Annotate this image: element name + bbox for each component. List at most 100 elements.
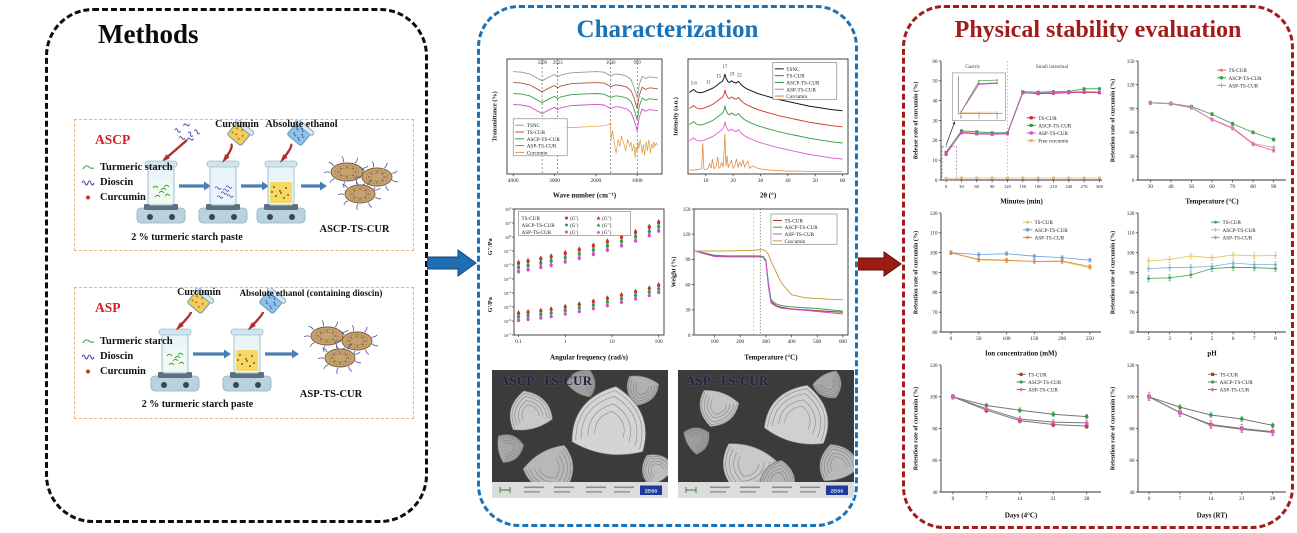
svg-text:102: 102 — [505, 206, 512, 212]
svg-text:Intensity (a.u.): Intensity (a.u.) — [673, 97, 680, 136]
svg-text:5: 5 — [1211, 336, 1214, 342]
ftir-chart: 3300 2923 1640 999 4000 3000 2000 1000 Wave numb… — [490, 52, 668, 205]
svg-text:ASCP-TS-CUR: ASCP-TS-CUR — [527, 137, 561, 143]
svg-text:TS-CUR: TS-CUR — [1220, 372, 1239, 378]
svg-text:Days (4°C): Days (4°C) — [1005, 512, 1038, 520]
svg-text:0: 0 — [952, 496, 955, 502]
svg-text:80: 80 — [1250, 184, 1256, 190]
sem-micrograph: ZEISS — [492, 369, 675, 503]
svg-text:TSNC: TSNC — [527, 123, 541, 129]
svg-text:40: 40 — [785, 178, 791, 184]
svg-text:10-4: 10-4 — [504, 290, 512, 296]
svg-text:90: 90 — [1129, 270, 1135, 276]
svg-text:30: 30 — [758, 178, 764, 184]
svg-text:14: 14 — [1017, 496, 1023, 502]
svg-text:21: 21 — [1239, 496, 1245, 502]
legend-item-turmeric-starch: Turmeric starch — [81, 162, 173, 173]
svg-text:22: 22 — [737, 73, 742, 78]
svg-text:100: 100 — [1127, 250, 1135, 256]
svg-text:Temperature (°C): Temperature (°C) — [744, 354, 798, 362]
svg-text:Retention rate of curcumin (%): Retention rate of curcumin (%) — [1110, 231, 1117, 314]
svg-text:0: 0 — [1132, 178, 1135, 184]
svg-text:40: 40 — [1168, 184, 1174, 190]
svg-text:Retention rate of curcumin (%): Retention rate of curcumin (%) — [913, 387, 920, 470]
svg-text:30: 30 — [1148, 184, 1154, 190]
svg-text:50: 50 — [1189, 184, 1195, 190]
svg-text:ASCP-TS-CUR: ASCP-TS-CUR — [785, 225, 819, 231]
svg-text:(G′): (G′) — [570, 222, 579, 229]
svg-text:ASCP-TS-CUR: ASCP-TS-CUR — [1228, 76, 1262, 82]
characterization-title: Characterization — [576, 16, 759, 43]
svg-text:ASP-TS-CUR: ASP-TS-CUR — [527, 144, 557, 150]
svg-text:2θ (°): 2θ (°) — [760, 192, 777, 200]
svg-text:10-6: 10-6 — [504, 318, 512, 324]
ion-concentration-chart: 0 50 100 150 200 250 60 70 80 90 100 110 120 Ion conc… — [911, 206, 1108, 363]
svg-text:90: 90 — [1129, 106, 1135, 112]
svg-text:90: 90 — [990, 184, 995, 189]
svg-text:Angular frequency (rad/s): Angular frequency (rad/s) — [550, 354, 629, 362]
svg-text:1: 1 — [978, 116, 980, 120]
turmeric-starch-icon — [82, 339, 95, 344]
svg-text:100: 100 — [930, 250, 938, 256]
legend-item-dioscin: Dioscin — [81, 351, 173, 362]
svg-text:TS-CUR: TS-CUR — [1223, 220, 1242, 226]
materials-legend: Turmeric starch Dioscin Curcumin — [81, 336, 173, 381]
svg-text:70: 70 — [932, 310, 938, 316]
svg-text:8: 8 — [1274, 336, 1277, 342]
svg-text:28: 28 — [1270, 496, 1276, 502]
svg-text:100: 100 — [930, 395, 938, 401]
svg-text:2000: 2000 — [590, 178, 601, 184]
svg-text:Transmittance (%): Transmittance (%) — [492, 91, 499, 141]
svg-text:100: 100 — [710, 339, 718, 345]
svg-text:10-1: 10-1 — [504, 248, 512, 254]
svg-text:ASCP-TS-CUR: ASCP-TS-CUR — [522, 223, 556, 229]
svg-text:100: 100 — [1127, 395, 1135, 401]
svg-text:20: 20 — [932, 138, 938, 144]
svg-text:Free curcumin: Free curcumin — [1038, 139, 1069, 145]
svg-text:50: 50 — [812, 178, 818, 184]
svg-text:ASCP-TS-CUR: ASCP-TS-CUR — [1220, 380, 1254, 386]
svg-text:28: 28 — [1084, 496, 1090, 502]
svg-text:2: 2 — [1147, 336, 1150, 342]
svg-text:60: 60 — [932, 458, 938, 464]
svg-text:300: 300 — [1096, 184, 1104, 189]
svg-text:G′/Pa: G′/Pa — [487, 297, 494, 312]
svg-text:TS-CUR: TS-CUR — [786, 74, 805, 80]
svg-text:80: 80 — [1129, 426, 1135, 432]
svg-text:30: 30 — [932, 118, 938, 124]
svg-text:30: 30 — [685, 308, 691, 314]
svg-text:ASP-TS-CUR: ASP-TS-CUR — [786, 87, 816, 93]
svg-text:120: 120 — [683, 232, 691, 238]
ph-retention-chart: 2 3 4 5 6 7 8 60 70 80 90 100 110 120 pH Retention rate… — [1108, 206, 1293, 363]
asp-process-illustration — [75, 286, 413, 421]
svg-text:Curcumin: Curcumin — [527, 150, 548, 156]
temperature-retention-chart: 30 40 50 60 70 80 90 0 30 60 90 120 150 Temperature (… — [1108, 54, 1293, 211]
svg-text:14: 14 — [1208, 496, 1214, 502]
svg-text:4: 4 — [1190, 336, 1193, 342]
svg-text:ASP-TS-CUR: ASP-TS-CUR — [522, 230, 552, 236]
svg-text:101: 101 — [505, 220, 512, 226]
svg-text:Release rate of curcumin (%): Release rate of curcumin (%) — [913, 82, 920, 160]
svg-text:150: 150 — [1127, 59, 1135, 65]
svg-text:100: 100 — [505, 234, 512, 240]
svg-text:10-7: 10-7 — [504, 332, 512, 338]
legend-item-curcumin: Curcumin — [81, 192, 173, 203]
sem-label: ASP- TS-CUR — [686, 374, 769, 388]
svg-text:(G′): (G′) — [570, 229, 579, 236]
svg-text:80: 80 — [1129, 290, 1135, 296]
flow-arrow-red — [855, 251, 902, 277]
svg-text:250: 250 — [1086, 336, 1094, 342]
svg-text:4000: 4000 — [508, 178, 519, 184]
svg-text:Wave number (cm⁻¹): Wave number (cm⁻¹) — [553, 192, 617, 200]
svg-text:10-2: 10-2 — [504, 262, 512, 268]
asp-label: ASP — [95, 300, 121, 315]
svg-text:3: 3 — [1168, 336, 1171, 342]
svg-text:110: 110 — [1127, 231, 1135, 237]
svg-text:ASCP-TS-CUR: ASCP-TS-CUR — [1038, 123, 1072, 129]
svg-text:30: 30 — [959, 184, 964, 189]
svg-text:0: 0 — [1148, 496, 1151, 502]
methods-panel: Methods ASCP Turmeric starch Dioscin Cur… — [45, 8, 428, 523]
svg-text:40: 40 — [1129, 490, 1135, 496]
svg-text:400: 400 — [787, 339, 795, 345]
